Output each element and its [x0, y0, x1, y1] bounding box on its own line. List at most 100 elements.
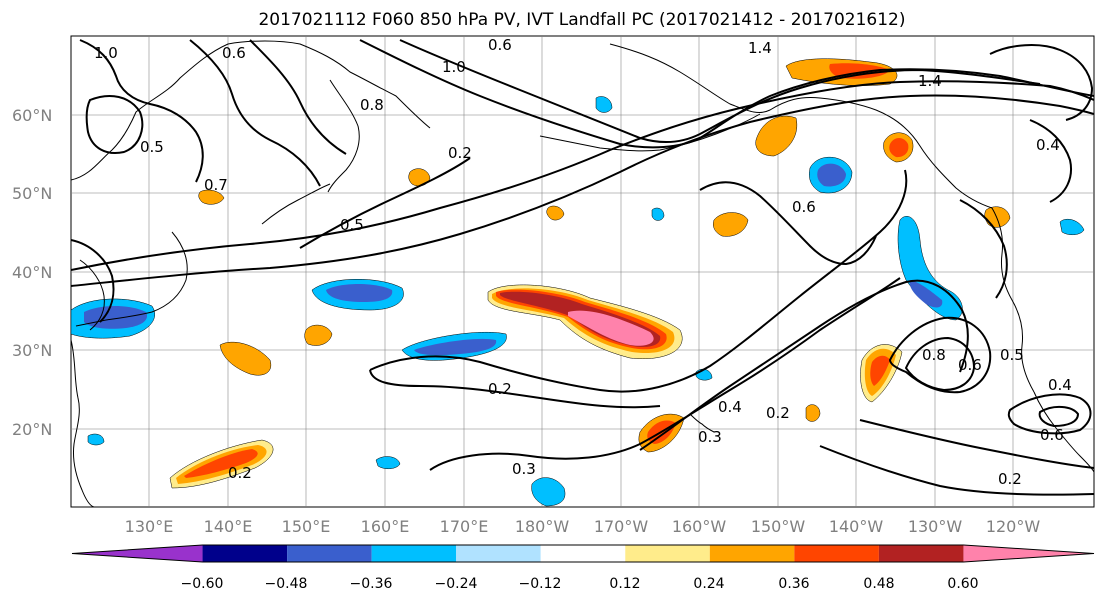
negative-anomaly-coast-blue — [909, 280, 943, 308]
contour-label: 1.0 — [94, 44, 118, 62]
lon-label-120W: 120°W — [986, 517, 1041, 536]
positive-anomaly-small-1 — [304, 324, 333, 346]
colorbar-tick-label: −0.48 — [265, 576, 308, 592]
negative-anomaly-small-6 — [87, 433, 105, 446]
contour-label: 0.2 — [448, 144, 472, 162]
map-title: 2017021112 F060 850 hPa PV, IVT Landfall… — [258, 10, 905, 30]
contour-label: 0.8 — [922, 346, 946, 364]
lon-label-170E: 170°E — [440, 517, 489, 536]
contour-asia-3 — [249, 39, 347, 155]
lon-label-150E: 150°E — [282, 517, 331, 536]
asia-coast — [71, 40, 431, 181]
colorbar-segment — [540, 545, 626, 562]
contour-label: 0.5 — [1000, 346, 1024, 364]
contour-ea-1 — [888, 316, 992, 394]
contour-ea-2 — [904, 336, 976, 392]
contour-label: 0.6 — [958, 356, 982, 374]
lat-label-60N: 60°N — [12, 106, 52, 125]
negative-anomaly-japan-blue — [84, 306, 148, 329]
contour-label: 0.8 — [360, 96, 384, 114]
contour-label: 0.5 — [140, 138, 164, 156]
colorbar-extend-high — [963, 545, 1094, 562]
lon-label-160E: 160°E — [361, 517, 410, 536]
contour-asia-1 — [79, 39, 204, 183]
contour-0.2b — [369, 369, 661, 409]
colorbar-ticks: −0.60 −0.48 −0.36 −0.24 −0.12 0.12 0.24 … — [181, 576, 979, 592]
contour-label: 0.3 — [512, 460, 536, 478]
positive-anomaly-small-3 — [546, 205, 565, 221]
contour-label: 0.6 — [488, 36, 512, 54]
positive-anomaly-small-4 — [198, 189, 225, 205]
contour-label: 0.4 — [1036, 136, 1060, 154]
lon-label-140W: 140°W — [829, 517, 884, 536]
lon-label-130E: 130°E — [125, 517, 174, 536]
contour-pacific-low — [699, 181, 877, 266]
contour-label: 0.2 — [998, 470, 1022, 488]
colorbar-outline — [71, 544, 1095, 563]
pv-contours — [71, 39, 1094, 496]
colorbar — [71, 544, 1095, 563]
positive-anomaly-central-pink — [568, 310, 654, 346]
negative-anomaly-small-1 — [595, 96, 613, 113]
colorbar-tick-label: −0.60 — [181, 576, 224, 592]
contour-asia-4 — [85, 95, 144, 154]
negative-anomaly-south — [531, 477, 566, 507]
positive-anomaly-subtropics-red — [184, 449, 258, 478]
negative-anomaly-gulf-blue — [817, 163, 846, 187]
contour-label: 0.3 — [698, 428, 722, 446]
lon-label-140E: 140°E — [204, 517, 253, 536]
alaska-coast — [609, 43, 993, 209]
contour-label: 0.7 — [204, 176, 228, 194]
china-coast — [71, 339, 95, 507]
contour-korea — [71, 239, 115, 323]
contour-ne-corner — [989, 44, 1094, 121]
contour-label-group: 1.0 0.6 1.4 1.0 0.8 0.6 0.2 0.5 0.7 0.6 … — [94, 36, 1072, 488]
negative-anomaly-small-2 — [651, 207, 665, 221]
contour-jet-4 — [399, 39, 1041, 144]
contour-label: 1.0 — [442, 58, 466, 76]
contour-label: 0.2 — [766, 404, 790, 422]
colorbar-tick-label: 0.48 — [863, 576, 894, 592]
lon-label-170W: 170°W — [594, 517, 649, 536]
colorbar-segment — [287, 545, 372, 562]
lon-label-160W: 160°W — [672, 517, 727, 536]
colorbar-tick-label: −0.24 — [435, 576, 478, 592]
colorbar-tick-label: 0.36 — [778, 576, 809, 592]
contour-label: 0.6 — [792, 198, 816, 216]
colorbar-tick-label: −0.12 — [519, 576, 562, 592]
lat-label-40N: 40°N — [12, 263, 52, 282]
contour-jet-2 — [71, 94, 1094, 287]
colorbar-tick-label: 0.24 — [693, 576, 724, 592]
contour-0.4 — [639, 279, 969, 451]
us-west-coast — [1033, 391, 1094, 473]
colorbar-segment — [371, 545, 457, 562]
colorbar-segment — [794, 545, 879, 562]
colorbar-extend-low — [72, 545, 203, 562]
contour-label: 0.4 — [1048, 376, 1072, 394]
contour-label: 1.4 — [748, 39, 772, 57]
latitude-labels: 20°N 30°N 40°N 50°N 60°N — [12, 106, 52, 439]
positive-anomaly-japan-east — [219, 341, 272, 376]
hawaii — [689, 413, 715, 433]
japan-coast — [75, 231, 188, 327]
contour-sw-us — [1007, 393, 1092, 435]
positive-anomaly-bering — [755, 115, 798, 157]
colorbar-segment — [878, 545, 964, 562]
colorbar-segment — [709, 545, 795, 562]
lon-label-130W: 130°W — [908, 517, 963, 536]
colorbar-tick-label: −0.36 — [350, 576, 393, 592]
contour-label: 0.5 — [340, 216, 364, 234]
kuril-islands — [261, 183, 331, 225]
colorbar-tick-label: 0.60 — [947, 576, 978, 592]
colorbar-segment — [625, 545, 710, 562]
kamchatka-coast — [327, 79, 360, 193]
contour-jet-3 — [359, 39, 1094, 149]
lat-label-30N: 30°N — [12, 341, 52, 360]
lon-label-180W: 180°W — [515, 517, 570, 536]
negative-anomaly-pacific-2-blue — [414, 338, 497, 356]
contour-south-2 — [819, 445, 1094, 496]
colorbar-segment — [456, 545, 541, 562]
contour-canada-1 — [1029, 119, 1072, 203]
korea-coast — [79, 259, 105, 331]
